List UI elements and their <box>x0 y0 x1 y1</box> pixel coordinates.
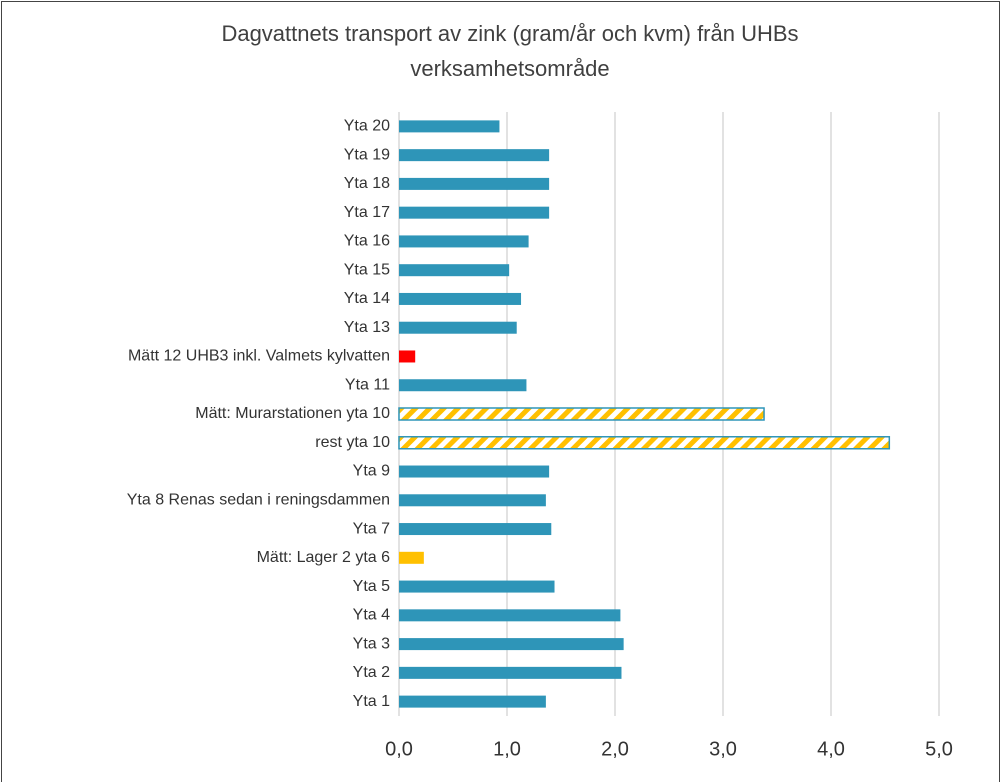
y-tick-label: Mätt: Murarstationen yta 10 <box>195 405 390 422</box>
bar <box>399 235 529 248</box>
y-tick-label: Yta 13 <box>344 319 390 336</box>
bar <box>399 523 552 536</box>
chart-title: Dagvattnets transport av zink (gram/år o… <box>221 21 799 81</box>
y-tick-label: Yta 3 <box>353 635 390 652</box>
x-tick-label: 4,0 <box>817 738 845 760</box>
x-tick-label: 1,0 <box>493 738 521 760</box>
y-tick-label: Yta 4 <box>353 607 390 624</box>
bar <box>399 551 424 564</box>
x-tick-label: 2,0 <box>601 738 629 760</box>
y-tick-label: Yta 11 <box>345 376 390 393</box>
y-tick-label: Yta 1 <box>353 693 390 710</box>
x-tick-label: 3,0 <box>709 738 737 760</box>
bar <box>398 407 765 421</box>
y-tick-label: Yta 5 <box>353 578 390 595</box>
bar <box>399 264 510 277</box>
y-tick-label: Mätt: Lager 2 yta 6 <box>257 549 391 566</box>
y-tick-label: Yta 17 <box>344 204 390 221</box>
y-tick-label: Yta 14 <box>344 290 390 307</box>
bar <box>399 609 621 622</box>
bar <box>399 292 522 305</box>
bar <box>399 465 550 478</box>
x-tick-label: 0,0 <box>385 738 413 760</box>
bar <box>399 321 517 334</box>
y-tick-label: Yta 2 <box>353 664 390 681</box>
bar <box>399 177 550 190</box>
y-tick-label: Yta 16 <box>344 233 390 250</box>
y-tick-label: rest yta 10 <box>315 434 390 451</box>
y-tick-label: Mätt 12 UHB3 inkl. Valmets kylvatten <box>128 348 390 365</box>
bar <box>399 638 624 651</box>
bar <box>399 695 546 708</box>
bar <box>399 350 416 363</box>
x-tick-label: 5,0 <box>925 738 953 760</box>
bar <box>399 494 546 507</box>
bar <box>399 120 500 133</box>
bar <box>398 436 891 450</box>
y-tick-label: Yta 8 Renas sedan i reningsdammen <box>127 492 390 509</box>
y-tick-label: Yta 20 <box>344 118 390 135</box>
bar <box>399 580 555 593</box>
y-tick-label: Yta 18 <box>344 175 390 192</box>
bar <box>399 379 527 392</box>
y-tick-label: Yta 15 <box>344 261 390 278</box>
bar <box>399 666 622 679</box>
bar <box>399 206 550 219</box>
bar <box>399 149 550 162</box>
y-tick-label: Yta 19 <box>344 146 390 163</box>
y-tick-label: Yta 9 <box>353 463 390 480</box>
y-tick-label: Yta 7 <box>353 520 390 537</box>
